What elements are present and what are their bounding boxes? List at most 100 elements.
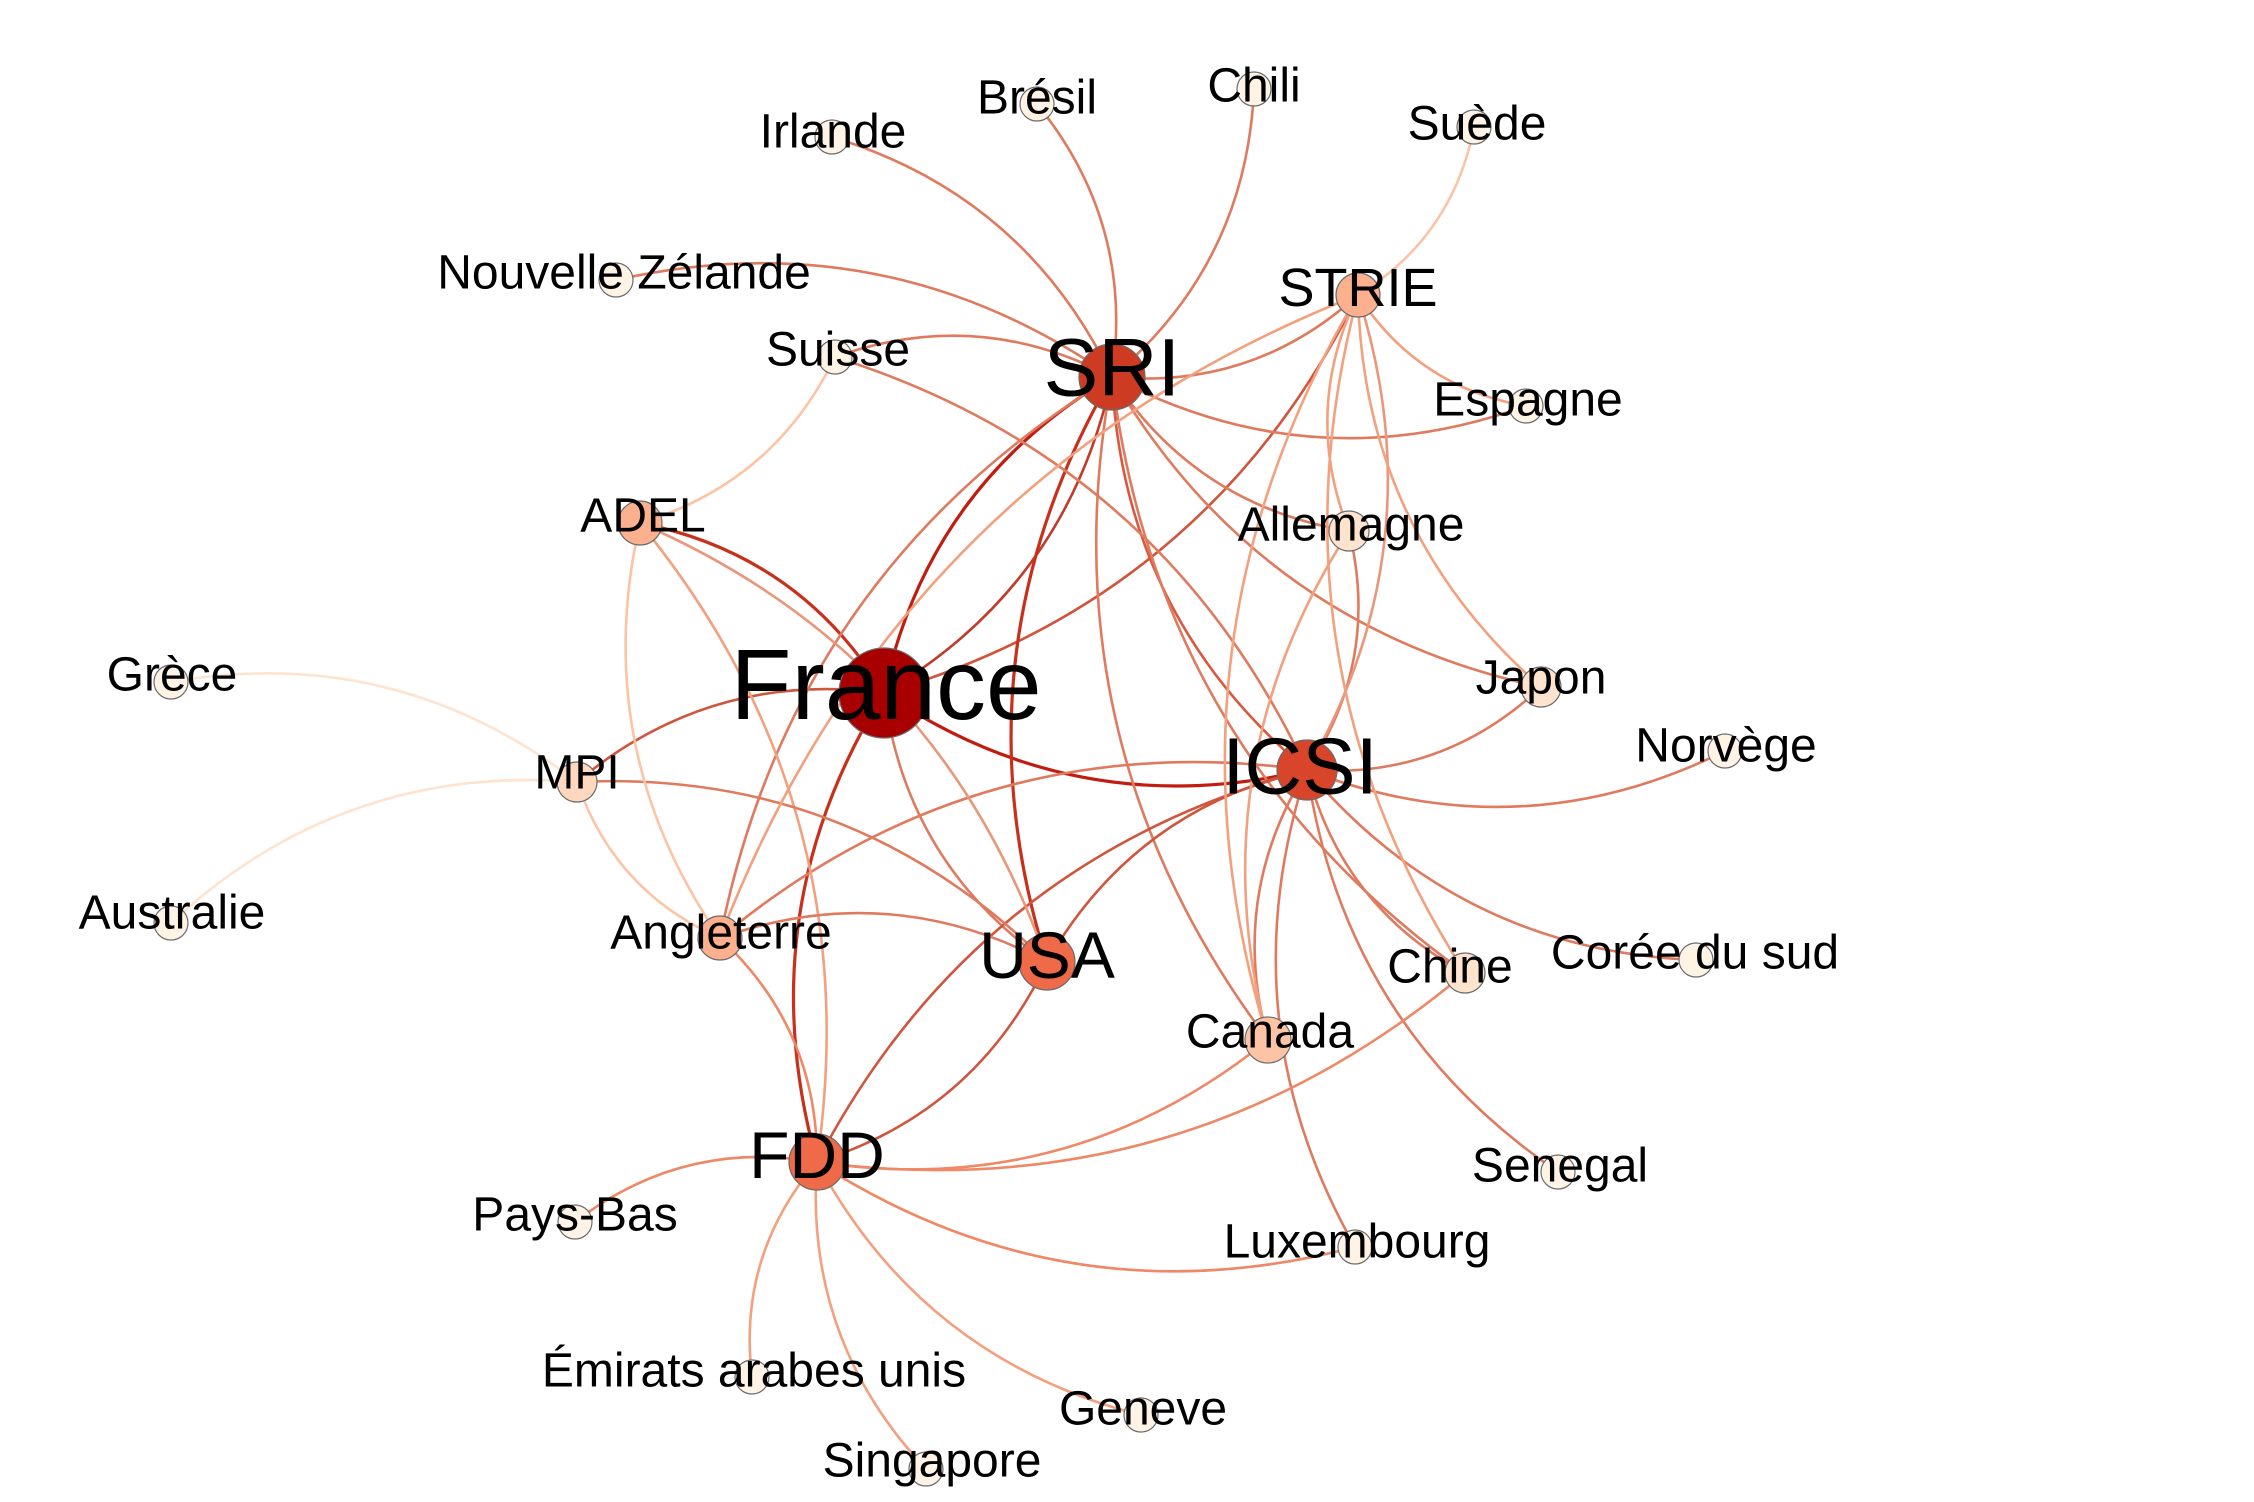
edge-France-SRI [882, 375, 1114, 695]
node-Canada[interactable] [1244, 1016, 1292, 1064]
node-Irlande[interactable] [814, 119, 850, 155]
edge-FDD-Geneve [815, 1160, 1143, 1417]
node-label-France: France [730, 629, 1041, 741]
node-Geneve[interactable] [1123, 1397, 1159, 1433]
edge-SRI-STRIE [1110, 293, 1360, 380]
node-label-Suisse: Suisse [766, 324, 910, 377]
node-Japon[interactable] [1520, 666, 1562, 708]
edge-MPI-Australie [169, 778, 579, 925]
node-ICSI[interactable] [1276, 739, 1338, 801]
edge-STRIE-Espagne [1356, 293, 1528, 408]
node-Chine[interactable] [1444, 952, 1486, 994]
node-FDD[interactable] [788, 1133, 846, 1191]
node-label-Luxembourg: Luxembourg [1224, 1216, 1491, 1269]
edge-SRI-Irlande [830, 135, 1114, 379]
edge-SRI-Chine [1110, 375, 1467, 975]
edge-Allemagne-Canada [1243, 529, 1351, 1042]
node-label-Bresil: Brésil [977, 72, 1097, 125]
edge-STRIE-Suede [1356, 125, 1476, 297]
edge-FDD-ADEL [638, 521, 828, 1164]
node-label-NZ: Nouvelle Zélande [437, 247, 811, 300]
edge-SRI-Chili [1110, 87, 1256, 379]
node-label-Suede: Suède [1408, 98, 1547, 151]
edge-SRI-Angleterre [718, 375, 1114, 940]
edge-France-ICSI [882, 691, 1309, 788]
node-label-ICSI: ICSI [1222, 722, 1378, 811]
edge-FDD-Luxembourg [815, 1160, 1357, 1273]
edge-ICSI-Japon [1305, 685, 1543, 773]
node-Bresil[interactable] [1019, 86, 1055, 122]
node-Grece[interactable] [153, 664, 189, 700]
node-label-MPI: MPI [534, 747, 619, 800]
edge-ICSI-Angleterre [718, 760, 1309, 940]
node-Senegal[interactable] [1540, 1154, 1576, 1190]
node-label-Irlande: Irlande [760, 106, 907, 159]
node-label-Emirats: Émirats arabes unis [542, 1345, 966, 1398]
edge-USA-Angleterre [718, 911, 1049, 964]
node-label-Angleterre: Angleterre [610, 907, 831, 960]
node-label-Chine: Chine [1387, 941, 1512, 994]
node-Australie[interactable] [153, 905, 189, 941]
node-label-ADEL: ADEL [580, 490, 705, 543]
node-label-USA: USA [979, 918, 1115, 992]
edge-USA-ADEL [638, 521, 1049, 964]
edge-USA-MPI [575, 779, 1049, 964]
edge-SRI-Canada [1094, 375, 1270, 1042]
node-Chili[interactable] [1236, 71, 1272, 107]
node-Emirats[interactable] [734, 1359, 770, 1395]
edge-FDD-Chine [815, 971, 1467, 1172]
edges-layer [169, 87, 1727, 1471]
node-label-Norvege: Norvège [1635, 720, 1816, 773]
edge-ICSI-Senegal [1305, 768, 1560, 1174]
node-label-Chili: Chili [1207, 60, 1300, 113]
edge-ICSI-Canada [1253, 768, 1309, 1042]
node-Allemagne[interactable] [1328, 510, 1370, 552]
edge-STRIE-Angleterre [718, 293, 1360, 940]
node-label-Coree: Corée du sud [1551, 927, 1839, 980]
node-ADEL[interactable] [617, 500, 663, 546]
edge-FDD-Singapore [814, 1160, 928, 1471]
edge-FDD-PaysBas [573, 1155, 819, 1224]
node-Coree[interactable] [1678, 942, 1714, 978]
edge-ICSI-Coree [1305, 768, 1698, 962]
edge-ICSI-Allemagne [1305, 529, 1360, 772]
edge-STRIE-Canada [1223, 293, 1360, 1042]
node-Espagne[interactable] [1508, 388, 1544, 424]
edge-MPI-Grece [169, 672, 579, 784]
edge-FDD-USA [815, 960, 1049, 1164]
edge-ADEL-Suisse [638, 355, 837, 525]
edge-STRIE-Allemagne [1326, 293, 1360, 533]
node-Singapore[interactable] [908, 1451, 944, 1487]
edge-FDD-Emirats [748, 1160, 819, 1379]
node-Luxembourg[interactable] [1337, 1229, 1373, 1265]
node-label-Senegal: Senegal [1472, 1140, 1648, 1193]
edge-ADEL-Angleterre [624, 521, 722, 940]
node-label-Allemagne: Allemagne [1238, 499, 1465, 552]
node-PaysBas[interactable] [557, 1204, 593, 1240]
node-Angleterre[interactable] [697, 915, 743, 961]
node-Suisse[interactable] [817, 339, 853, 375]
edge-SRI-NZ [614, 261, 1114, 379]
node-SRI[interactable] [1078, 343, 1146, 411]
edge-ICSI-Suisse [833, 355, 1309, 772]
node-STRIE[interactable] [1335, 272, 1381, 318]
node-MPI[interactable] [556, 761, 598, 803]
edge-STRIE-Japon [1356, 293, 1543, 689]
edge-ICSI-Luxembourg [1274, 768, 1357, 1249]
edge-ICSI-Chine [1305, 768, 1467, 975]
node-label-Singapore: Singapore [823, 1435, 1042, 1488]
edge-ICSI-STRIE [1305, 293, 1390, 772]
edge-ICSI-FDD [815, 768, 1309, 1164]
edge-STRIE-Chine [1326, 293, 1467, 975]
node-USA[interactable] [1018, 933, 1076, 991]
node-France[interactable] [838, 647, 930, 739]
node-NZ[interactable] [598, 262, 634, 298]
node-label-Geneve: Geneve [1059, 1383, 1227, 1436]
edge-SRI-Japon [1110, 375, 1543, 689]
edge-ICSI-Norvege [1305, 749, 1727, 809]
edge-MPI-Angleterre [575, 780, 722, 940]
node-Suede[interactable] [1456, 109, 1492, 145]
node-Norvege[interactable] [1707, 733, 1743, 769]
node-label-Espagne: Espagne [1433, 374, 1623, 427]
